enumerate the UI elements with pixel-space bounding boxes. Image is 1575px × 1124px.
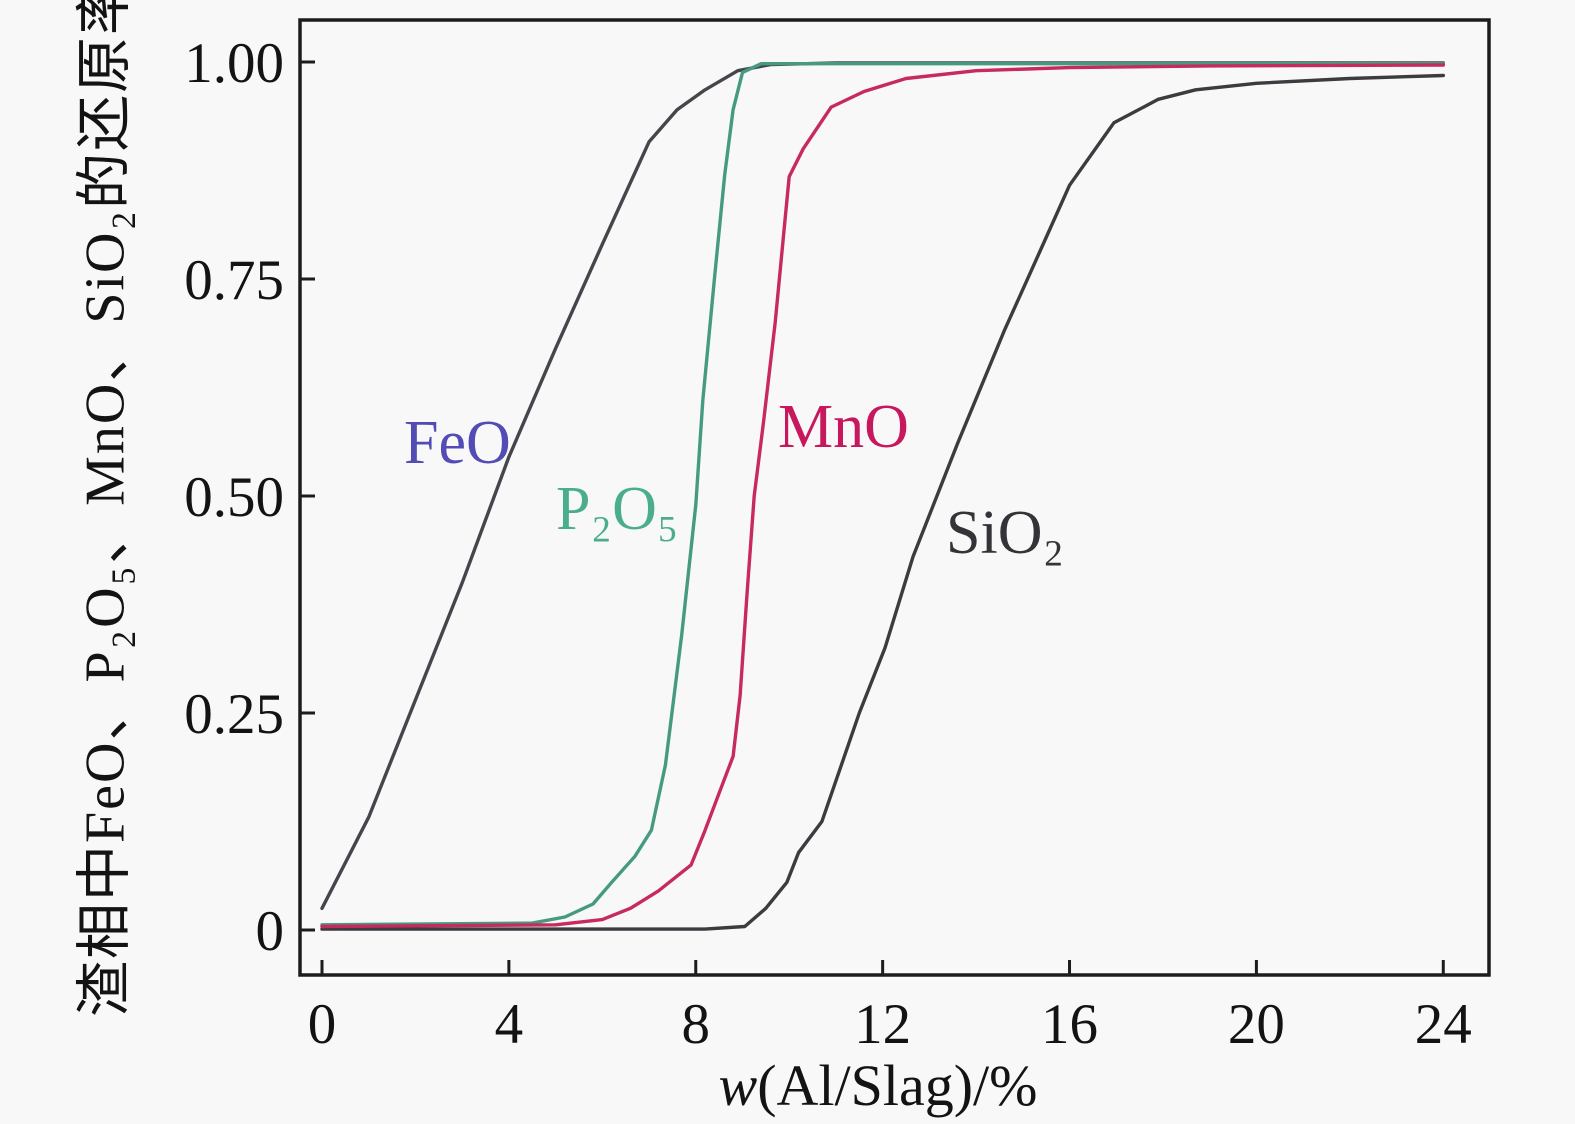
- x-tick-label: 0: [308, 993, 337, 1056]
- y-axis-title: 渣相中FeO、P₂O₅、MnO、SiO₂的还原率: [74, 0, 137, 1017]
- curve-feo: [320, 61, 1446, 910]
- series-label-p2o5: P₂O₅: [556, 475, 679, 543]
- x-tick-label: 4: [495, 993, 524, 1056]
- y-tick-label: 0.50: [184, 466, 284, 529]
- y-tick-label: 1.00: [184, 32, 284, 95]
- y-tick-label: 0.75: [184, 249, 284, 312]
- curve-mno: [320, 63, 1446, 929]
- curve-sio2: [320, 73, 1446, 931]
- x-axis-title: w(Al/Slag)/%: [719, 1052, 1038, 1119]
- x-tick-label: 20: [1228, 993, 1285, 1056]
- series-label-feo: FeO: [404, 409, 511, 477]
- x-tick-label: 12: [854, 993, 911, 1056]
- x-tick-label: 8: [682, 993, 711, 1056]
- x-axis-title-rest: (Al/Slag)/%: [757, 1053, 1038, 1118]
- x-axis-title-symbol: w: [718, 1053, 758, 1118]
- series-label-sio2: SiO₂: [946, 499, 1065, 567]
- x-tick-label: 16: [1041, 993, 1098, 1056]
- plot-frame: [298, 18, 1491, 977]
- y-tick-label: 0.25: [184, 683, 284, 746]
- curve-p2o5: [320, 62, 1446, 927]
- x-tick-label: 24: [1415, 993, 1472, 1056]
- series-label-mno: MnO: [778, 393, 909, 461]
- y-tick-label: 0: [256, 900, 285, 963]
